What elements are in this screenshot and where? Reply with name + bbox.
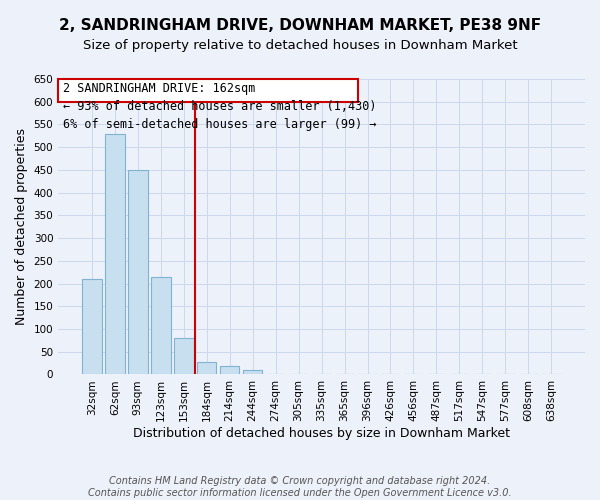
Bar (197, 362, 217, 374)
Text: Size of property relative to detached houses in Downham Market: Size of property relative to detached ho… (83, 39, 517, 52)
FancyBboxPatch shape (58, 79, 358, 102)
Bar (243, 370, 262, 374)
X-axis label: Distribution of detached houses by size in Downham Market: Distribution of detached houses by size … (133, 427, 510, 440)
Bar (174, 338, 194, 374)
Text: Contains HM Land Registry data © Crown copyright and database right 2024.
Contai: Contains HM Land Registry data © Crown c… (88, 476, 512, 498)
Y-axis label: Number of detached properties: Number of detached properties (15, 128, 28, 325)
Bar (128, 170, 148, 374)
Bar (105, 134, 125, 374)
Bar (220, 366, 239, 374)
Bar (151, 276, 170, 374)
Text: 2 SANDRINGHAM DRIVE: 162sqm
← 93% of detached houses are smaller (1,430)
6% of s: 2 SANDRINGHAM DRIVE: 162sqm ← 93% of det… (64, 82, 377, 131)
Bar (82, 279, 101, 374)
Text: 2, SANDRINGHAM DRIVE, DOWNHAM MARKET, PE38 9NF: 2, SANDRINGHAM DRIVE, DOWNHAM MARKET, PE… (59, 18, 541, 32)
